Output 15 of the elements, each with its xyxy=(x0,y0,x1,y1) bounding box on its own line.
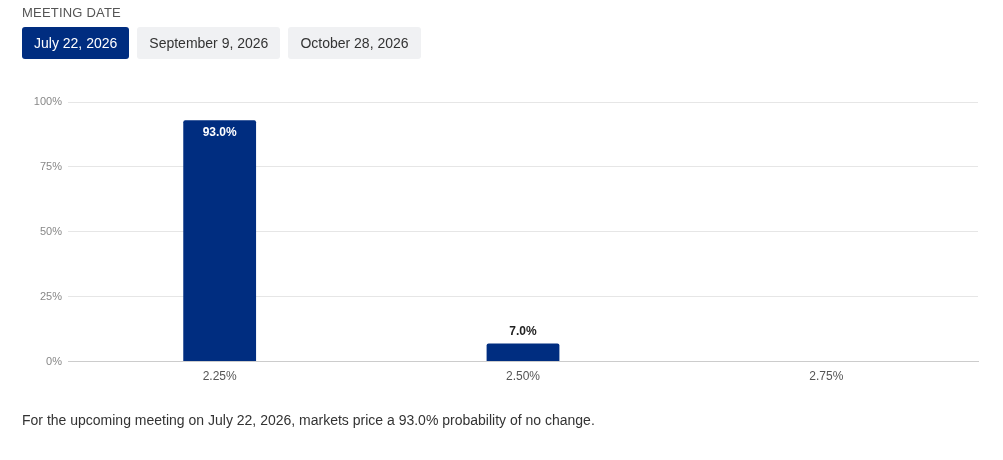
text: For the upcoming meeting on July 22, 2026, markets price a 93.0% probability of no change. xyxy=(22,412,595,428)
y-tick-label: 0% xyxy=(46,354,63,367)
x-tick-label: 2.25% xyxy=(202,369,238,384)
y-tick-label: 75% xyxy=(39,159,63,172)
y-tick-label: 25% xyxy=(39,289,63,302)
data-label: 93.0% xyxy=(202,125,238,140)
text: September 9, 2026 xyxy=(137,27,281,59)
y-tick-label: 50% xyxy=(39,224,63,237)
text: July 22, 2026 xyxy=(22,27,130,59)
x-tick-label: 2.75% xyxy=(809,369,844,384)
data-label: 7.0% xyxy=(509,323,537,338)
y-tick-label: 100% xyxy=(33,95,63,108)
x-tick-label: 2.50% xyxy=(505,369,541,384)
text: MEETING DATE xyxy=(22,5,121,20)
text: October 28, 2026 xyxy=(288,27,421,59)
